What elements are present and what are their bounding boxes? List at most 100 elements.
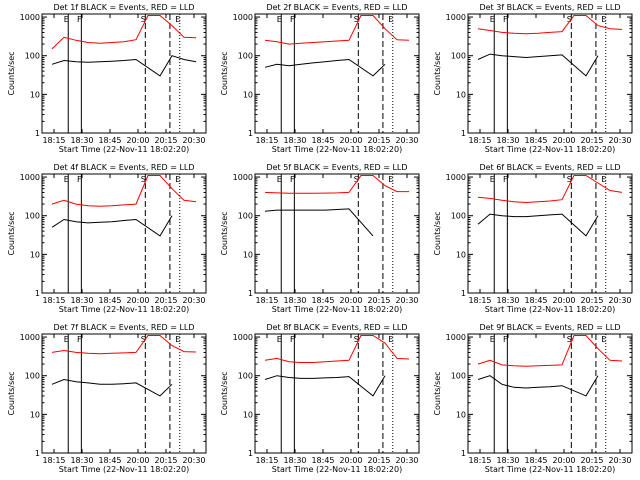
- y-tick-label: 100: [238, 52, 253, 61]
- x-tick-label: 20:15: [154, 456, 177, 465]
- x-axis-label: Start Time (22-Nov-11 18:02:20): [485, 465, 615, 474]
- x-tick-label: 18:45: [524, 296, 547, 305]
- x-tick-label: 20:15: [367, 456, 390, 465]
- y-tick-label: 1: [248, 449, 253, 458]
- marker-label: E: [490, 15, 495, 24]
- y-tick-label: 1: [35, 449, 40, 458]
- marker-label: E: [601, 335, 606, 344]
- marker-label: S: [141, 335, 146, 344]
- x-tick-label: 18:15: [42, 296, 65, 305]
- x-tick-label: 18:45: [524, 136, 547, 145]
- chart-title: Det 4f BLACK = Events, RED = LLD: [53, 163, 194, 172]
- x-tick-label: 20:30: [608, 456, 631, 465]
- marker-label: S: [141, 15, 146, 24]
- x-tick-label: 20:00: [339, 136, 362, 145]
- y-tick-label: 1: [461, 289, 466, 298]
- y-tick-label: 1000: [233, 13, 253, 22]
- x-tick-label: 18:30: [496, 136, 519, 145]
- x-tick-label: 20:15: [154, 296, 177, 305]
- x-tick-label: 20:15: [154, 136, 177, 145]
- x-tick-label: 18:30: [496, 456, 519, 465]
- series-lld-line: [477, 335, 623, 367]
- y-tick-label: 100: [238, 372, 253, 381]
- y-tick-label: 10: [243, 90, 253, 99]
- marker-label: S: [567, 175, 572, 184]
- chart-panel-3: Det 3f BLACK = Events, RED = LLD 1 10 100 10…: [433, 3, 633, 154]
- x-tick-label: 20:00: [339, 296, 362, 305]
- y-axis-label: Counts/sec: [433, 371, 442, 415]
- plot-frame: [41, 13, 207, 134]
- marker-label: F: [290, 15, 295, 24]
- y-tick-label: 1000: [233, 173, 253, 182]
- marker-label: E: [277, 175, 282, 184]
- chart-title: Det 2f BLACK = Events, RED = LLD: [266, 3, 407, 12]
- y-tick-label: 1: [248, 129, 253, 138]
- y-tick-label: 1000: [446, 173, 466, 182]
- marker-label: F: [503, 335, 508, 344]
- x-tick-label: 18:15: [255, 456, 278, 465]
- series-events-line: [264, 208, 374, 237]
- plot-frame: [41, 173, 207, 294]
- plot-frame: [254, 13, 420, 134]
- series-events-line: [51, 215, 173, 237]
- series-lld-line: [264, 335, 410, 363]
- plot-frame: [467, 173, 633, 294]
- x-tick-label: 18:15: [255, 136, 278, 145]
- marker-label: E: [388, 335, 393, 344]
- series-events-line: [264, 58, 386, 77]
- y-tick-label: 1000: [20, 13, 40, 22]
- y-tick-label: 1: [35, 129, 40, 138]
- x-tick-label: 20:00: [339, 456, 362, 465]
- chart-title: Det 6f BLACK = Events, RED = LLD: [479, 163, 620, 172]
- series-lld-line: [51, 15, 197, 50]
- chart-panel-4: Det 4f BLACK = Events, RED = LLD 1 10 100 10…: [7, 163, 207, 314]
- chart-title: Det 9f BLACK = Events, RED = LLD: [479, 323, 620, 332]
- marker-label: S: [141, 175, 146, 184]
- x-tick-label: 18:15: [468, 456, 491, 465]
- marker-label: S: [354, 15, 359, 24]
- chart-panel-5: Det 5f BLACK = Events, RED = LLD 1 10 100 10…: [220, 163, 420, 314]
- marker-label: F: [77, 15, 82, 24]
- x-tick-label: 18:15: [42, 456, 65, 465]
- y-tick-label: 10: [30, 410, 40, 419]
- plot-frame: [41, 333, 207, 454]
- y-tick-label: 10: [243, 250, 253, 259]
- y-tick-label: 100: [451, 52, 466, 61]
- x-tick-label: 18:15: [468, 136, 491, 145]
- y-tick-label: 1: [248, 289, 253, 298]
- y-tick-label: 10: [456, 250, 466, 259]
- series-lld-line: [264, 175, 409, 194]
- x-tick-label: 20:15: [367, 136, 390, 145]
- y-tick-label: 10: [30, 250, 40, 259]
- marker-label: S: [567, 335, 572, 344]
- y-tick-label: 100: [451, 212, 466, 221]
- x-tick-label: 18:30: [283, 136, 306, 145]
- marker-label: S: [567, 15, 572, 24]
- marker-label: E: [388, 175, 393, 184]
- marker-label: E: [175, 335, 180, 344]
- x-tick-label: 20:00: [552, 456, 575, 465]
- y-axis-label: Counts/sec: [7, 371, 16, 415]
- x-tick-label: 20:30: [182, 456, 205, 465]
- marker-label: E: [64, 175, 69, 184]
- x-tick-label: 20:00: [552, 296, 575, 305]
- x-axis-label: Start Time (22-Nov-11 18:02:20): [485, 305, 615, 314]
- x-tick-label: 20:30: [395, 456, 418, 465]
- y-tick-label: 1000: [233, 333, 253, 342]
- chart-title: Det 5f BLACK = Events, RED = LLD: [266, 163, 407, 172]
- x-tick-label: 20:00: [126, 136, 149, 145]
- chart-panel-7: Det 7f BLACK = Events, RED = LLD 1 10 100 10…: [7, 323, 207, 474]
- marker-label: E: [175, 15, 180, 24]
- marker-label: F: [77, 175, 82, 184]
- x-tick-label: 18:30: [70, 136, 93, 145]
- chart-panel-1: Det 1f BLACK = Events, RED = LLD 1 10 100 10…: [7, 3, 207, 154]
- x-tick-label: 20:15: [580, 296, 603, 305]
- x-tick-label: 20:30: [608, 136, 631, 145]
- x-tick-label: 20:00: [126, 456, 149, 465]
- chart-panel-8: Det 8f BLACK = Events, RED = LLD 1 10 100 10…: [220, 323, 420, 474]
- marker-label: S: [354, 335, 359, 344]
- x-axis-label: Start Time (22-Nov-11 18:02:20): [59, 465, 189, 474]
- x-tick-label: 20:30: [182, 136, 205, 145]
- x-axis-label: Start Time (22-Nov-11 18:02:20): [272, 305, 402, 314]
